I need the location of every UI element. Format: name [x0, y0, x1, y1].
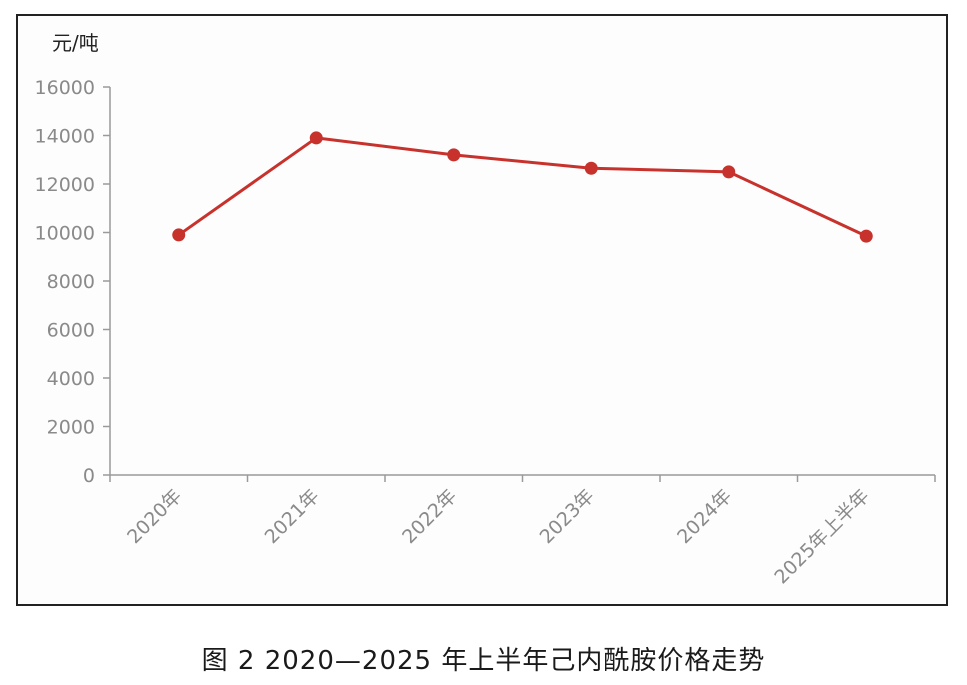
data-point: [859, 229, 873, 243]
x-tick-label: 2023年: [536, 485, 599, 548]
data-point: [584, 161, 598, 175]
y-tick-label: 10000: [35, 223, 95, 245]
data-point: [722, 165, 736, 179]
line-chart: 元/吨 0 2000 4000 6000 8000 10000 12000 14000 1600…: [35, 31, 936, 588]
y-tick-label: 8000: [47, 271, 95, 293]
y-tick-label: 4000: [47, 368, 95, 390]
series-line: [177, 136, 867, 238]
y-tick-label: 16000: [35, 77, 95, 99]
x-tick-label: 2024年: [673, 485, 736, 548]
chart-frame: [16, 14, 948, 606]
x-tick-label: 2020年: [123, 485, 186, 548]
x-axis-ticks: 2020年 2021年 2022年 2023年 2024年 2025年上半年: [109, 475, 936, 588]
y-tick-label: 2000: [47, 417, 95, 439]
figure-caption: 图 2 2020—2025 年上半年己内酰胺价格走势: [201, 646, 766, 676]
data-point: [172, 228, 186, 242]
series-group: [172, 131, 873, 243]
y-axis-unit-label: 元/吨: [52, 31, 99, 55]
chart-axes: [109, 87, 935, 476]
y-tick-label: 14000: [35, 126, 95, 148]
y-axis-ticks: 0 2000 4000 6000 8000 10000 12000 14000 16000: [35, 77, 110, 487]
y-tick-label: 0: [83, 465, 95, 487]
data-point: [309, 131, 323, 145]
y-tick-label: 12000: [35, 174, 95, 196]
y-tick-label: 6000: [47, 320, 95, 342]
data-point: [447, 148, 461, 162]
x-tick-label: 2021年: [261, 485, 324, 548]
x-tick-label: 2025年上半年: [770, 485, 873, 588]
x-tick-label: 2022年: [398, 485, 461, 548]
